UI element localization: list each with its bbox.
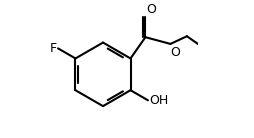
Text: O: O	[171, 46, 181, 59]
Text: F: F	[50, 42, 57, 55]
Text: OH: OH	[149, 94, 168, 107]
Text: O: O	[147, 3, 156, 16]
